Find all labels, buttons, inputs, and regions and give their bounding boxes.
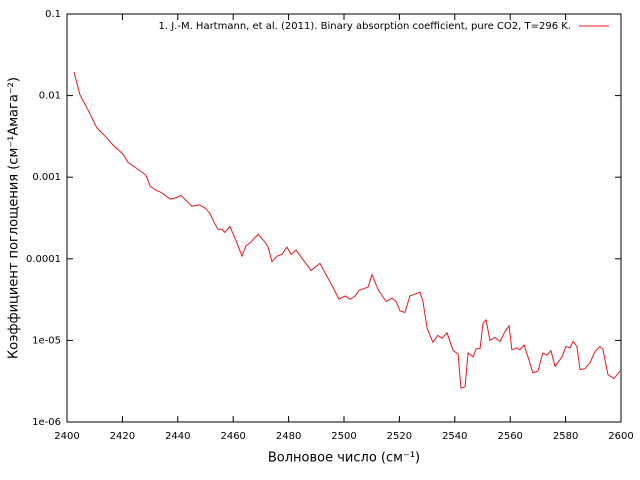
x-axis-label: Волновое число (см⁻¹) [268, 451, 420, 466]
x-tick-label: 2600 [608, 431, 633, 442]
x-tick-label: 2440 [165, 431, 190, 442]
x-tick-label: 2400 [54, 431, 79, 442]
x-tick-label: 2540 [442, 431, 467, 442]
x-tick-label: 2420 [110, 431, 135, 442]
x-tick-label: 2480 [276, 431, 301, 442]
x-tick-label: 2500 [331, 431, 356, 442]
x-tick-label: 2520 [387, 431, 412, 442]
x-tick-label: 2580 [553, 431, 578, 442]
y-tick-label: 0.0001 [26, 254, 61, 265]
y-axis-label: Коэффициент поглощения (см⁻¹Амага⁻²) [7, 77, 22, 359]
y-tick-label: 0.01 [39, 91, 61, 102]
plot-frame [66, 13, 622, 423]
y-tick-label: 1e-06 [32, 417, 61, 428]
y-tick-label: 1e-05 [32, 335, 61, 346]
x-tick-label: 2460 [220, 431, 245, 442]
y-tick-label: 0.1 [45, 9, 61, 20]
x-tick-label: 2560 [497, 431, 522, 442]
y-tick-label: 0.001 [32, 172, 61, 183]
data-line [73, 71, 621, 389]
legend-label: 1. J.-M. Hartmann, et al. (2011). Binary… [158, 21, 571, 32]
